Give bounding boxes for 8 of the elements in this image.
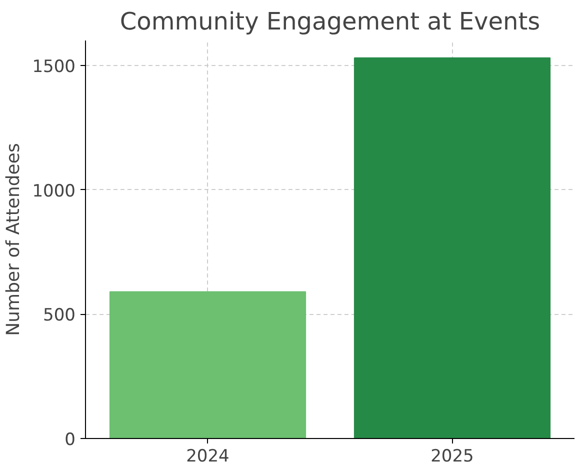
x-tick-label: 2025 bbox=[430, 446, 474, 464]
chart-title: Community Engagement at Events bbox=[120, 8, 540, 36]
y-axis-title: Number of Attendees bbox=[3, 143, 24, 336]
x-tick-label: 2024 bbox=[186, 446, 230, 464]
y-tick-label: 1500 bbox=[32, 56, 76, 77]
y-tick-label: 0 bbox=[64, 430, 76, 450]
y-tick-label: 500 bbox=[43, 306, 76, 326]
y-tick-label: 1000 bbox=[32, 181, 76, 202]
